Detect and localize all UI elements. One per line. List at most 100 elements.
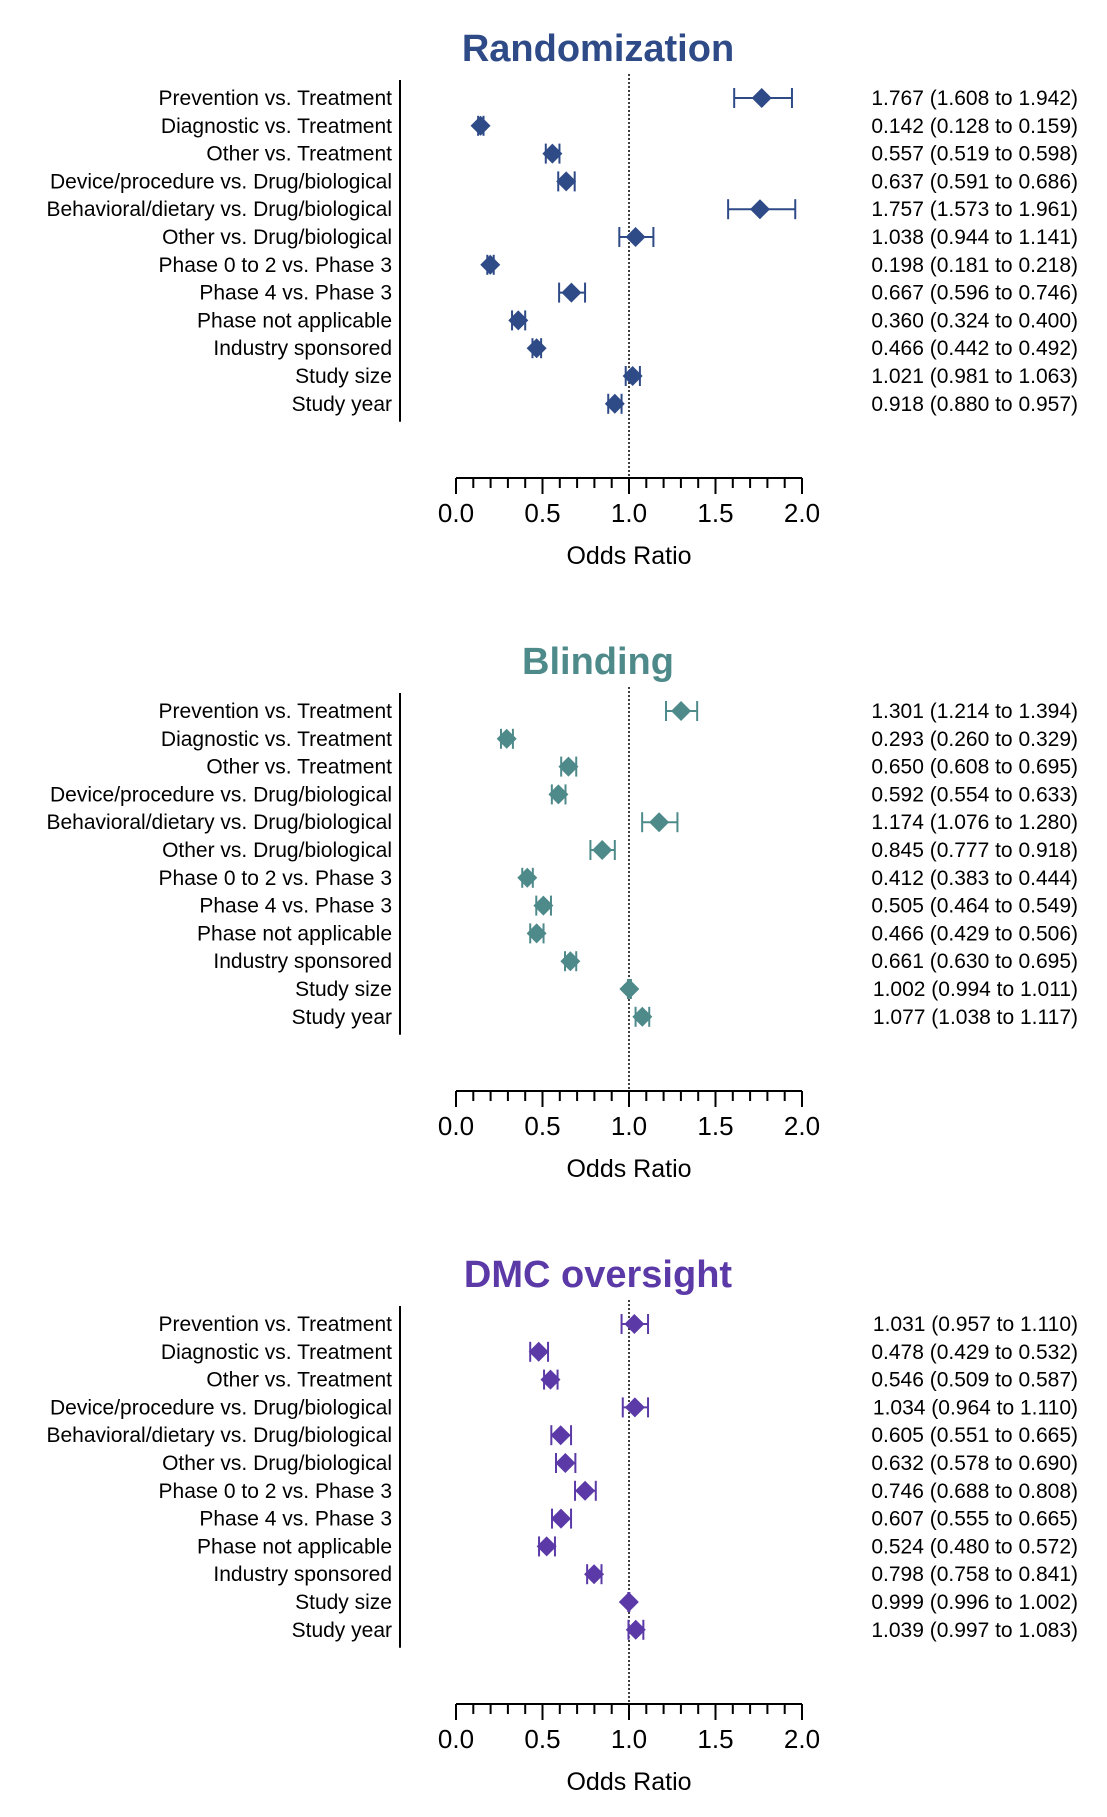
odds-ratio-marker <box>560 951 581 972</box>
row-value-text: 1.038 (0.944 to 1.141) <box>871 226 1078 249</box>
row-label: Phase 0 to 2 vs. Phase 3 <box>159 254 392 277</box>
odds-ratio-marker <box>622 366 643 386</box>
row-label: Study year <box>292 1619 392 1642</box>
panel-title: DMC oversight <box>464 1254 732 1296</box>
odds-ratio-marker <box>618 1592 639 1612</box>
row-label: Device/procedure vs. Drug/biological <box>50 1396 392 1419</box>
row-value-text: 0.632 (0.578 to 0.690) <box>871 1452 1078 1475</box>
row-label: Phase not applicable <box>197 309 392 332</box>
odds-ratio-marker <box>625 227 646 247</box>
odds-ratio-marker <box>604 393 625 414</box>
x-tick-label: 0.0 <box>438 498 474 528</box>
row-label: Study size <box>295 1591 392 1614</box>
row-value-text: 0.466 (0.442 to 0.492) <box>871 337 1078 360</box>
odds-ratio-marker <box>536 1536 557 1557</box>
odds-ratio-marker <box>575 1480 596 1501</box>
row-value-text: 1.757 (1.573 to 1.961) <box>871 198 1078 221</box>
odds-ratio-marker <box>508 310 529 331</box>
x-tick-label: 1.5 <box>697 498 733 528</box>
row-value-text: 0.557 (0.519 to 0.598) <box>871 143 1078 166</box>
row-label: Behavioral/dietary vs. Drug/biological <box>46 198 392 221</box>
row-label: Behavioral/dietary vs. Drug/biological <box>46 811 392 834</box>
row-value-text: 0.546 (0.509 to 0.587) <box>871 1369 1078 1392</box>
row-value-text: 1.767 (1.608 to 1.942) <box>871 87 1078 110</box>
odds-ratio-marker <box>526 338 547 359</box>
row-label: Study size <box>295 978 392 1001</box>
row-label: Other vs. Drug/biological <box>162 1452 392 1475</box>
row-label: Diagnostic vs. Treatment <box>161 728 392 751</box>
x-axis-label: Odds Ratio <box>566 542 691 570</box>
odds-ratio-marker <box>632 1006 653 1027</box>
row-label: Phase 4 vs. Phase 3 <box>199 895 392 918</box>
x-tick-label: 2.0 <box>784 1111 820 1141</box>
odds-ratio-marker <box>584 1564 605 1585</box>
row-value-text: 0.198 (0.181 to 0.218) <box>871 254 1078 277</box>
row-value-text: 0.845 (0.777 to 0.918) <box>871 839 1078 862</box>
row-value-text: 0.412 (0.383 to 0.444) <box>871 867 1078 890</box>
row-label: Industry sponsored <box>213 1563 392 1586</box>
x-tick-label: 1.5 <box>697 1724 733 1754</box>
row-label: Phase not applicable <box>197 1535 392 1558</box>
odds-ratio-marker <box>548 784 569 805</box>
odds-ratio-marker <box>517 867 538 888</box>
row-value-text: 0.999 (0.996 to 1.002) <box>871 1591 1078 1614</box>
row-value-text: 1.039 (0.997 to 1.083) <box>871 1619 1078 1642</box>
odds-ratio-marker <box>470 115 491 136</box>
odds-ratio-marker <box>480 254 501 275</box>
x-tick-label: 1.5 <box>697 1111 733 1141</box>
odds-ratio-marker <box>533 895 554 916</box>
row-value-text: 0.478 (0.429 to 0.532) <box>871 1341 1078 1364</box>
odds-ratio-marker <box>558 756 579 777</box>
row-label: Phase 0 to 2 vs. Phase 3 <box>159 867 392 890</box>
odds-ratio-marker <box>671 701 692 721</box>
row-value-text: 1.034 (0.964 to 1.110) <box>873 1396 1078 1419</box>
forest-panel-blinding: Blinding Prevention vs. Treatment 1.301 (1… <box>46 641 1078 1183</box>
row-label: Phase 4 vs. Phase 3 <box>199 282 392 305</box>
row-label: Phase 0 to 2 vs. Phase 3 <box>159 1480 392 1503</box>
odds-ratio-marker <box>551 1508 572 1529</box>
odds-ratio-marker <box>542 143 563 164</box>
row-value-text: 0.466 (0.429 to 0.506) <box>871 922 1078 945</box>
row-value-text: 0.798 (0.758 to 0.841) <box>871 1563 1078 1586</box>
x-tick-label: 0.5 <box>524 1724 560 1754</box>
row-value-text: 0.505 (0.464 to 0.549) <box>871 895 1078 918</box>
odds-ratio-marker <box>526 923 547 944</box>
row-label: Other vs. Drug/biological <box>162 226 392 249</box>
row-value-text: 0.637 (0.591 to 0.686) <box>871 170 1078 193</box>
odds-ratio-marker <box>555 1453 576 1473</box>
odds-ratio-marker <box>561 282 582 303</box>
row-value-text: 0.746 (0.688 to 0.808) <box>871 1480 1078 1503</box>
x-axis-label: Odds Ratio <box>566 1155 691 1183</box>
row-label: Device/procedure vs. Drug/biological <box>50 783 392 806</box>
row-value-text: 1.077 (1.038 to 1.117) <box>873 1006 1078 1029</box>
x-tick-label: 1.0 <box>611 1724 647 1754</box>
row-value-text: 0.918 (0.880 to 0.957) <box>871 393 1078 416</box>
row-label: Study year <box>292 1006 392 1029</box>
x-tick-label: 0.5 <box>524 498 560 528</box>
x-tick-label: 0.0 <box>438 1724 474 1754</box>
row-value-text: 1.021 (0.981 to 1.063) <box>871 365 1078 388</box>
row-label: Device/procedure vs. Drug/biological <box>50 170 392 193</box>
row-value-text: 0.661 (0.630 to 0.695) <box>871 950 1078 973</box>
x-tick-label: 1.0 <box>611 1111 647 1141</box>
odds-ratio-marker <box>592 840 613 860</box>
odds-ratio-marker <box>624 1397 645 1418</box>
row-label: Study year <box>292 393 392 416</box>
odds-ratio-marker <box>496 728 517 749</box>
x-axis-label: Odds Ratio <box>566 1768 691 1796</box>
row-value-text: 0.524 (0.480 to 0.572) <box>871 1535 1078 1558</box>
row-label: Industry sponsored <box>213 950 392 973</box>
row-label: Phase not applicable <box>197 922 392 945</box>
row-label: Other vs. Drug/biological <box>162 839 392 862</box>
odds-ratio-marker <box>619 979 640 999</box>
row-label: Other vs. Treatment <box>206 143 392 166</box>
row-label: Study size <box>295 365 392 388</box>
odds-ratio-marker <box>751 88 772 108</box>
row-value-text: 0.607 (0.555 to 0.665) <box>871 1508 1078 1531</box>
x-tick-label: 1.0 <box>611 498 647 528</box>
row-value-text: 0.293 (0.260 to 0.329) <box>871 728 1078 751</box>
row-value-text: 0.667 (0.596 to 0.746) <box>871 282 1078 305</box>
odds-ratio-marker <box>649 812 670 833</box>
forest-panel-dmc-oversight: DMC oversight Prevention vs. Treatment 1.0… <box>46 1254 1078 1796</box>
